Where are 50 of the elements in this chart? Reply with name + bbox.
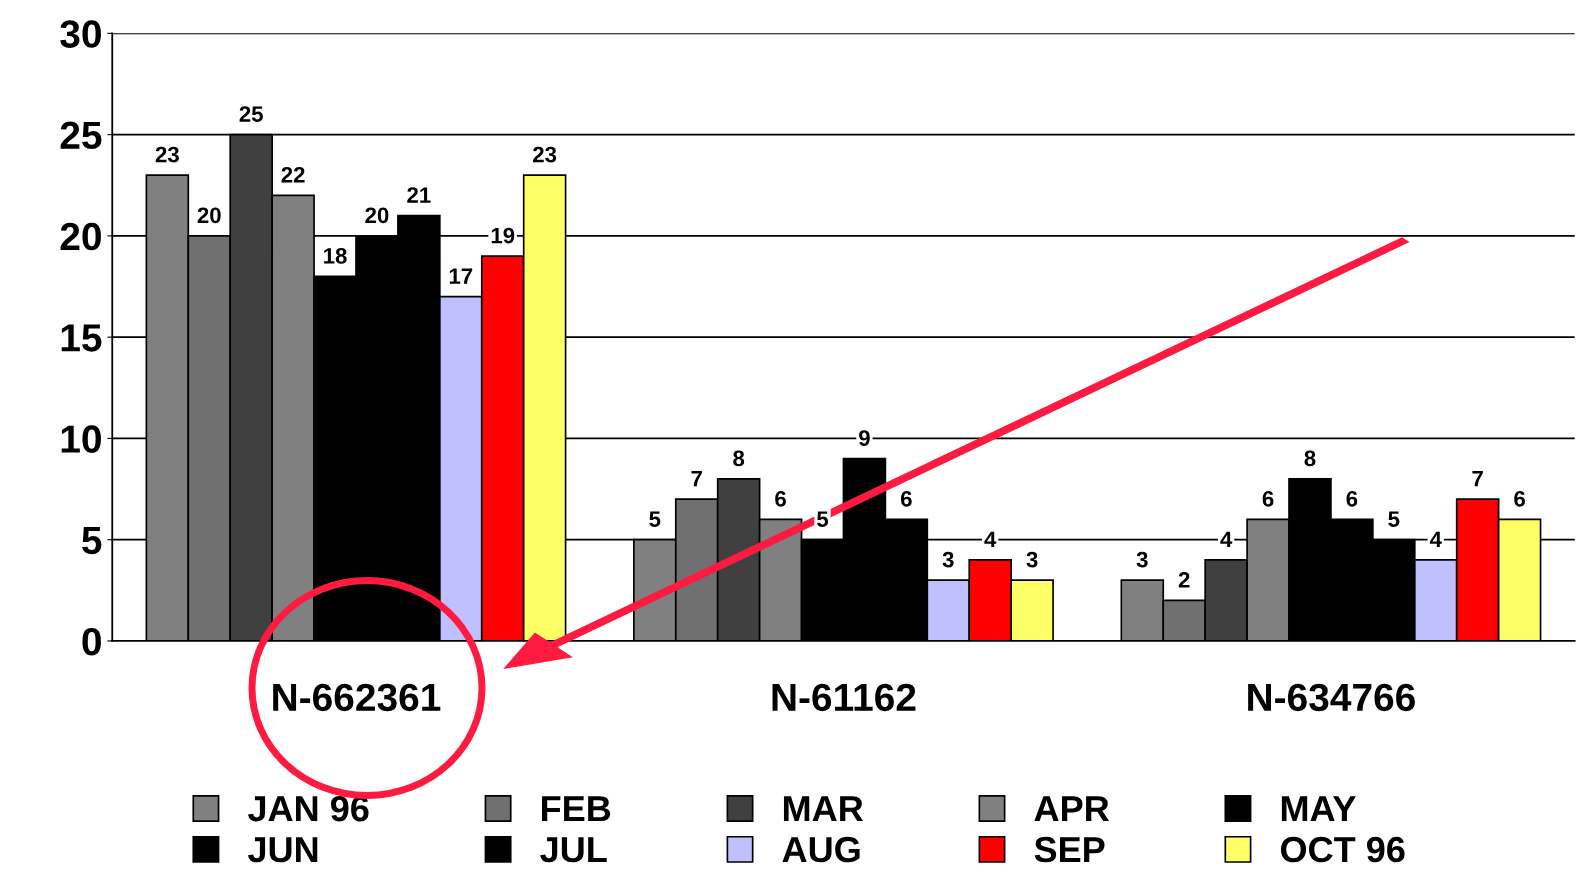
data-label: 23 [155,146,179,163]
legend-label: SEP [1034,836,1105,863]
data-label: 6 [1346,490,1358,507]
data-label: 6 [775,490,786,507]
data-label: 8 [1304,450,1316,467]
y-tick-label: 10 [61,425,101,453]
data-label: 7 [1472,470,1483,487]
data-label: 4 [1220,531,1233,547]
data-label: 17 [449,268,473,284]
data-label: 4 [1429,531,1442,547]
data-label: 20 [365,207,389,224]
data-label: 21 [407,187,431,203]
data-label: 6 [1262,490,1274,507]
data-label: 5 [817,511,829,527]
data-label: 25 [239,106,263,122]
legend-label: OCT 96 [1280,836,1405,863]
data-label: 4 [984,531,997,547]
legend-label: APR [1034,796,1110,822]
data-label: 7 [691,470,702,487]
legend-label: JUN [248,837,318,863]
data-label: 3 [1136,551,1148,568]
data-label: 23 [533,146,557,163]
data-label: 6 [1514,490,1525,507]
data-label: 5 [649,511,661,527]
data-label: 20 [197,207,221,224]
y-tick-label: 30 [60,20,101,48]
y-tick-label: 0 [82,627,101,656]
data-label: 2 [1178,571,1190,588]
legend-label: MAY [1281,796,1356,822]
data-label: 8 [733,450,745,467]
legend-label: AUG [782,836,860,863]
y-tick-label: 5 [82,527,102,555]
data-label: 3 [1026,551,1038,568]
data-label: 6 [900,490,912,507]
y-tick-label: 20 [60,222,101,251]
x-tick-label: N-61162 [772,683,916,712]
legend-label: JUL [540,837,607,863]
data-label: 3 [942,551,954,568]
y-tick-label: 15 [61,324,102,352]
data-label: 5 [1388,511,1400,527]
data-label: 22 [281,166,305,183]
x-tick-label: N-662361 [273,683,441,712]
legend-label: JAN 96 [248,795,369,822]
legend-label: MAR [783,796,864,822]
data-label: 19 [491,227,515,244]
legend-label: FEB [542,796,611,822]
data-label: 9 [859,430,870,446]
data-label: 18 [324,247,347,264]
y-tick-label: 25 [60,121,102,150]
x-tick-label: N-634766 [1248,683,1415,712]
